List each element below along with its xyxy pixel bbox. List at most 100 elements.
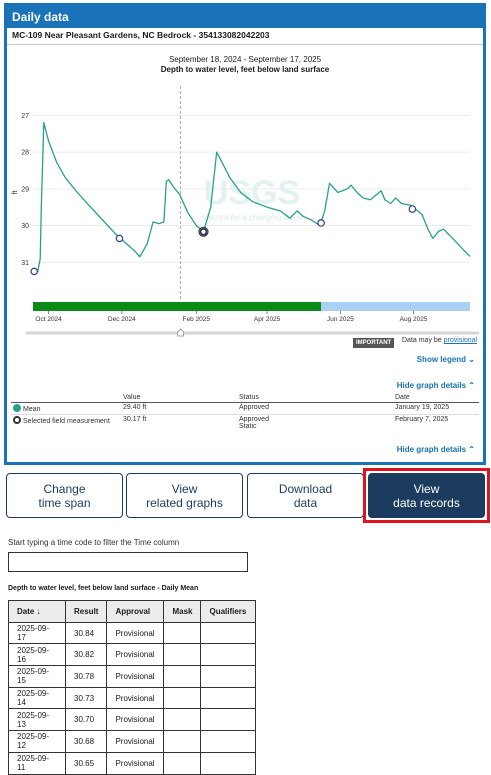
cell-date: 2025-09-14	[8, 686, 66, 710]
cell-result: 30.78	[64, 665, 108, 688]
details-label: Selected field measurement	[23, 418, 110, 425]
details-header: Date	[393, 393, 479, 403]
details-label-cell: Selected field measurement	[11, 415, 121, 432]
details-label-cell: Mean	[11, 402, 121, 415]
show-legend-button[interactable]: Show legend ⌄	[417, 355, 475, 364]
cell-approval: Provisional	[106, 730, 165, 753]
view-related-graphs-button[interactable]: View related graphs	[126, 473, 243, 518]
table-caption: Depth to water level, feet below land su…	[8, 585, 199, 592]
provisional-note-text: Data may be	[402, 337, 442, 344]
field-measurement-point[interactable]	[317, 219, 325, 227]
cell-mask	[163, 751, 202, 775]
cell-approval: Provisional	[106, 621, 165, 645]
cell-approval: Provisional	[106, 665, 165, 688]
button-label-line: data	[293, 495, 318, 510]
cell-qualifiers	[200, 665, 257, 688]
provisional-note: Data may be provisional	[402, 337, 477, 344]
details-status-secondary: Static	[239, 423, 257, 430]
y-tick-label: 27	[21, 113, 29, 120]
y-tick-label: 28	[21, 150, 29, 157]
cell-result: 30.82	[64, 643, 108, 667]
cell-qualifiers	[200, 643, 257, 667]
details-value: 29.40 ft	[121, 402, 237, 415]
approval-bar-provisional	[321, 302, 470, 311]
details-header	[11, 393, 121, 403]
button-label-line: time span	[38, 495, 91, 510]
x-tick-label: Dec 2024	[108, 316, 136, 323]
y-tick-label: 31	[21, 260, 29, 267]
view-data-records-button[interactable]: View data records	[368, 473, 485, 518]
button-label: Change time span	[38, 482, 90, 510]
chevron-up-icon: ⌃	[468, 445, 475, 454]
download-data-button[interactable]: Download data	[247, 473, 364, 518]
cell-mask	[163, 643, 202, 667]
button-label-line: View	[413, 481, 440, 496]
column-header-date[interactable]: Date ↓	[8, 600, 66, 623]
column-header-label: Date	[17, 606, 35, 616]
details-value: 30.17 ft	[123, 416, 147, 423]
daily-data-panel: Daily data MC-109 Near Pleasant Gardens,…	[4, 3, 486, 465]
selected-field-measurement	[198, 226, 209, 237]
important-badge: IMPORTANT	[353, 338, 395, 348]
button-label: Download data	[279, 482, 332, 510]
highlight-box	[363, 468, 490, 523]
button-label: View related graphs	[146, 482, 223, 510]
x-tick-label: Oct 2024	[35, 316, 62, 323]
details-label: Mean	[23, 406, 41, 413]
time-filter-input[interactable]	[8, 552, 248, 572]
table-row: 2025-09-17 30.84 Provisional	[8, 621, 257, 645]
cell-mask	[163, 621, 202, 645]
table-row: 2025-09-15 30.78 Provisional	[8, 665, 257, 688]
cell-date: 2025-09-13	[8, 708, 66, 732]
cell-qualifiers	[200, 686, 257, 710]
show-legend-label: Show legend	[416, 355, 467, 364]
details-date: February 7, 2025	[395, 416, 449, 423]
hide-graph-details-button[interactable]: Hide graph details ⌃	[397, 381, 475, 390]
button-label-line: View	[171, 481, 198, 496]
mean-marker-icon	[13, 404, 21, 412]
field-measurement-point[interactable]	[408, 205, 417, 213]
cell-mask	[163, 708, 202, 732]
details-date: January 19, 2025	[393, 402, 479, 415]
cell-date: 2025-09-12	[8, 730, 66, 753]
panel-title: Daily data	[7, 6, 483, 28]
column-header-mask[interactable]: Mask	[163, 600, 202, 623]
brush-handle[interactable]	[177, 328, 185, 337]
details-status-cell: Approved Static	[237, 415, 393, 432]
cell-approval: Provisional	[106, 708, 165, 732]
cell-mask	[163, 665, 202, 688]
cell-qualifiers	[200, 708, 257, 732]
filter-label: Start typing a time code to filter the T…	[8, 538, 180, 547]
button-label-line: Change	[43, 481, 86, 496]
field-measurement-point[interactable]	[115, 234, 124, 243]
x-tick-label: Jun 2025	[327, 316, 354, 323]
chevron-down-icon: ⌄	[468, 355, 475, 364]
details-row-mean: Mean 29.40 ft Approved January 19, 2025	[11, 402, 479, 415]
cell-result: 30.73	[64, 686, 108, 710]
cell-approval: Provisional	[106, 751, 165, 775]
change-time-span-button[interactable]: Change time span	[6, 473, 123, 518]
mean-series-line	[32, 122, 471, 273]
usgs-watermark: USGS	[204, 174, 300, 212]
y-tick-label: 30	[21, 223, 29, 230]
selected-field-measurement-inner	[200, 228, 207, 235]
chevron-up-icon: ⌃	[468, 381, 475, 390]
column-header-qualifiers[interactable]: Qualifiers	[200, 600, 257, 623]
details-status: Approved	[237, 402, 393, 415]
column-header-approval[interactable]: Approval	[106, 600, 165, 623]
approval-bar-approved	[33, 302, 322, 311]
field-measurement-icon	[13, 416, 21, 424]
button-label-line: related graphs	[146, 495, 223, 510]
details-status: Approved	[239, 416, 269, 423]
cell-result: 30.65	[64, 751, 108, 775]
column-header-result[interactable]: Result	[64, 600, 108, 623]
button-label-line: Download	[278, 481, 333, 496]
table-row: 2025-09-14 30.73 Provisional	[8, 686, 257, 710]
hide-graph-details-button-bottom[interactable]: Hide graph details ⌃	[397, 445, 475, 454]
cell-qualifiers	[200, 730, 257, 753]
provisional-link[interactable]: provisional	[443, 337, 478, 344]
field-measurement-point[interactable]	[30, 267, 39, 276]
cell-mask	[163, 730, 202, 753]
x-tick-label: Feb 2025	[183, 316, 211, 323]
